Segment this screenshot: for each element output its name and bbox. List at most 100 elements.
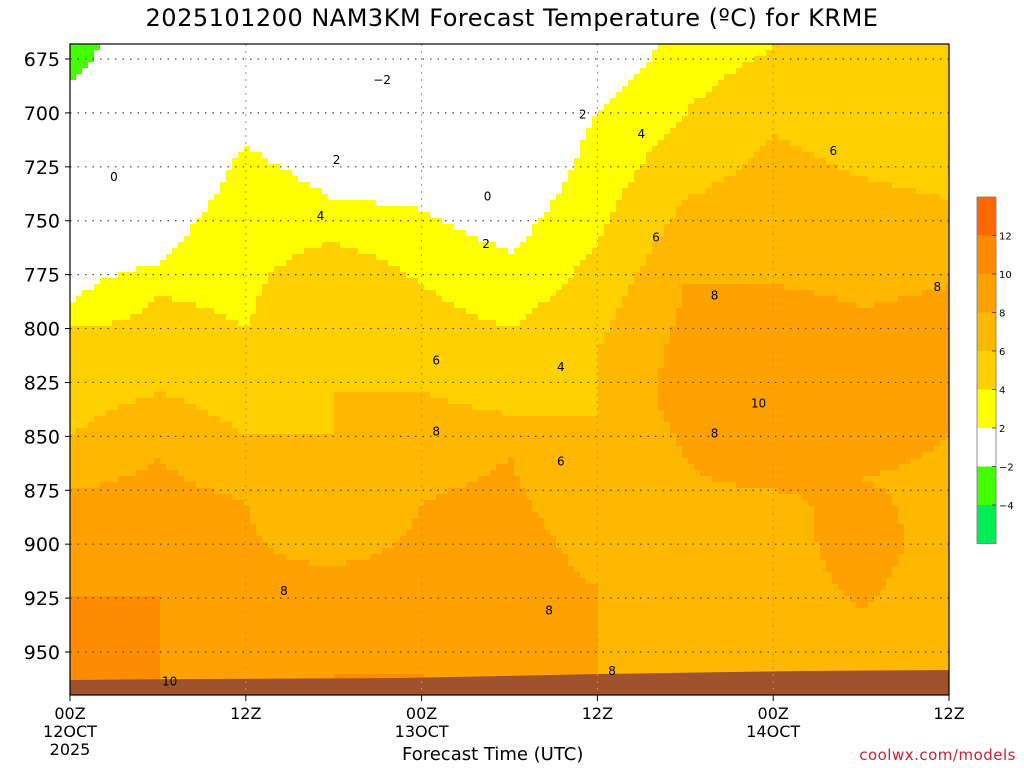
field-cell — [136, 266, 143, 273]
field-cell — [316, 416, 323, 423]
field-cell — [106, 74, 113, 81]
field-cell — [316, 152, 323, 159]
field-cell — [220, 524, 227, 531]
field-cell — [238, 224, 245, 231]
field-cell — [268, 410, 275, 417]
field-cell — [220, 80, 227, 87]
field-cell — [286, 674, 293, 681]
field-cell — [232, 116, 239, 123]
field-cell — [208, 482, 215, 489]
field-cell — [94, 92, 101, 99]
field-cell — [268, 374, 275, 381]
field-cell — [340, 338, 347, 345]
field-cell — [106, 284, 113, 291]
field-cell — [106, 476, 113, 483]
field-cell — [94, 308, 101, 315]
field-cell — [190, 128, 197, 135]
field-cell — [160, 518, 167, 525]
field-cell — [88, 320, 95, 327]
field-cell — [130, 584, 137, 591]
field-cell — [232, 482, 239, 489]
field-cell — [340, 428, 347, 435]
field-cell — [280, 332, 287, 339]
field-cell — [142, 98, 149, 105]
field-cell — [190, 254, 197, 261]
field-cell — [256, 122, 263, 129]
field-cell — [94, 518, 101, 525]
field-cell — [316, 488, 323, 495]
field-cell — [172, 272, 179, 279]
field-cell — [286, 248, 293, 255]
field-cell — [130, 62, 137, 69]
field-cell — [208, 182, 215, 189]
field-cell — [232, 404, 239, 411]
field-cell — [256, 260, 263, 267]
field-cell — [130, 224, 137, 231]
field-cell — [178, 590, 185, 597]
field-cell — [190, 542, 197, 549]
field-cell — [178, 620, 185, 627]
field-cell — [136, 308, 143, 315]
field-cell — [220, 260, 227, 267]
field-cell — [100, 368, 107, 375]
field-cell — [76, 74, 83, 81]
field-cell — [268, 86, 275, 93]
field-cell — [76, 152, 83, 159]
field-cell — [322, 362, 329, 369]
field-cell — [82, 644, 89, 651]
field-cell — [202, 614, 209, 621]
field-cell — [118, 332, 125, 339]
field-cell — [106, 434, 113, 441]
field-cell — [94, 224, 101, 231]
field-cell — [136, 212, 143, 219]
field-cell — [190, 638, 197, 645]
field-cell — [196, 506, 203, 513]
field-cell — [82, 116, 89, 123]
field-cell — [88, 668, 95, 675]
field-cell — [130, 470, 137, 477]
field-cell — [286, 308, 293, 315]
field-cell — [220, 170, 227, 177]
field-cell — [286, 272, 293, 279]
field-cell — [88, 602, 95, 609]
field-cell — [304, 266, 311, 273]
field-cell — [268, 560, 275, 567]
field-cell — [334, 548, 341, 555]
field-cell — [286, 518, 293, 525]
field-cell — [334, 482, 341, 489]
field-cell — [316, 614, 323, 621]
field-cell — [220, 368, 227, 375]
field-cell — [148, 362, 155, 369]
field-cell — [316, 260, 323, 267]
field-cell — [136, 506, 143, 513]
field-cell — [82, 368, 89, 375]
field-cell — [238, 488, 245, 495]
field-cell — [100, 122, 107, 129]
field-cell — [226, 308, 233, 315]
field-cell — [166, 284, 173, 291]
field-cell — [328, 164, 335, 171]
field-cell — [340, 170, 347, 177]
field-cell — [124, 572, 131, 579]
field-cell — [244, 134, 251, 141]
field-cell — [232, 638, 239, 645]
field-cell — [316, 590, 323, 597]
field-cell — [94, 506, 101, 513]
field-cell — [106, 626, 113, 633]
field-cell — [118, 626, 125, 633]
field-cell — [136, 482, 143, 489]
field-cell — [106, 392, 113, 399]
field-cell — [244, 548, 251, 555]
field-cell — [160, 374, 167, 381]
field-cell — [322, 338, 329, 345]
field-cell — [328, 98, 335, 105]
field-cell — [166, 380, 173, 387]
field-cell — [154, 62, 161, 69]
field-cell — [88, 248, 95, 255]
field-cell — [334, 488, 341, 495]
field-cell — [112, 200, 119, 207]
field-cell — [298, 644, 305, 651]
field-cell — [250, 242, 257, 249]
field-cell — [322, 116, 329, 123]
field-cell — [124, 596, 131, 603]
